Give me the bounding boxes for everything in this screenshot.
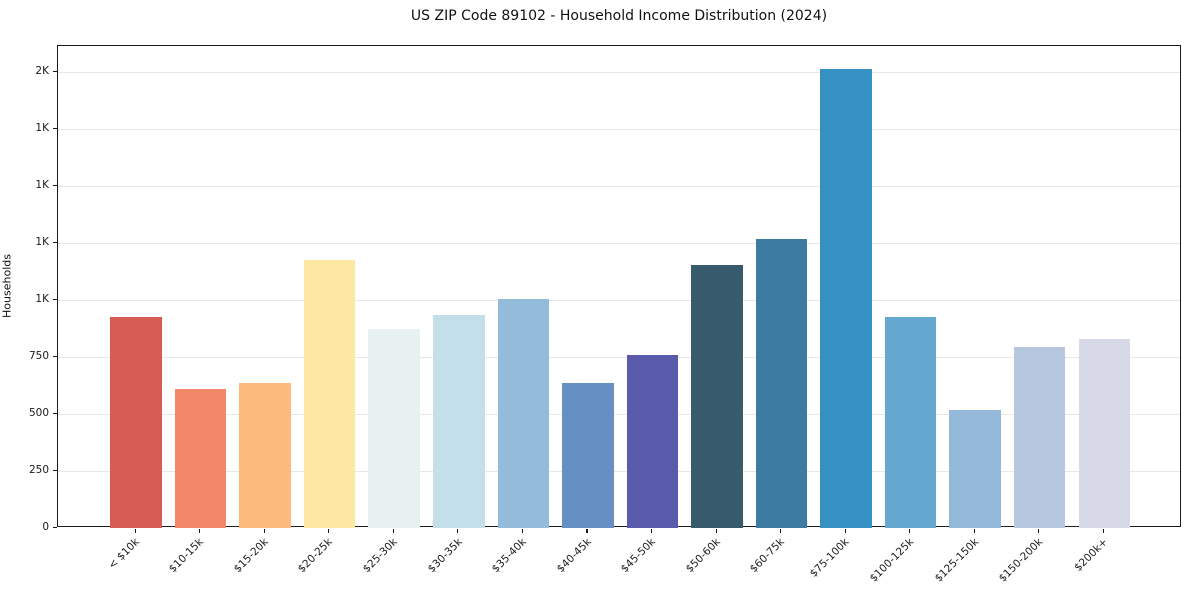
y-tick-label: 250 [28, 464, 49, 477]
y-tick-label: 500 [28, 407, 49, 420]
gridline-y1750 [58, 129, 1180, 131]
x-tick-label: $15-20k [231, 536, 271, 576]
bar-$35-40k [497, 299, 550, 528]
bar-$200k+ [1078, 338, 1131, 528]
gridline-y1500 [58, 186, 1180, 188]
bar-$10-15k [174, 389, 227, 528]
x-tick-mark [521, 528, 523, 533]
y-tick-mark [53, 355, 57, 357]
y-tick-label: 0 [42, 521, 49, 533]
bar-$125-150k [949, 409, 1001, 528]
x-tick-label: $30-35k [425, 536, 465, 576]
y-tick-mark [53, 298, 57, 300]
plot-area [57, 45, 1181, 528]
x-tick-label: $35-40k [489, 536, 529, 576]
y-axis-label: Households [0, 254, 14, 318]
x-tick-mark [134, 528, 136, 533]
bar-$150-200k [1013, 346, 1066, 528]
y-tick-label: 2K [35, 65, 49, 78]
bar-$60-75k [755, 238, 808, 528]
bar-$75-100k [820, 69, 872, 528]
y-tick-mark [53, 526, 57, 528]
x-tick-mark [650, 528, 653, 533]
x-tick-label: $200k+ [1071, 536, 1110, 574]
y-tick-mark [53, 412, 57, 414]
y-tick-label: 750 [28, 350, 49, 363]
x-tick-label: $60-75k [747, 536, 787, 576]
x-tick-mark [973, 528, 975, 533]
y-tick-label: 1K [35, 293, 49, 306]
x-tick-label: $10-15k [167, 536, 207, 576]
gridline-y250 [58, 471, 1180, 473]
bar-$50-60k [691, 264, 743, 528]
x-tick-label: $20-25k [296, 536, 336, 576]
x-tick-mark [1102, 528, 1104, 533]
x-tick-mark [392, 528, 394, 533]
bar-$15-20k [239, 383, 291, 528]
gridline-y1250 [58, 243, 1180, 245]
bar-< $10k [110, 317, 162, 528]
y-tick-mark [53, 469, 57, 471]
x-tick-mark [263, 528, 265, 533]
chart-title: US ZIP Code 89102 - Household Income Dis… [410, 8, 828, 24]
x-tick-label: $25-30k [360, 536, 400, 576]
y-tick-label: 1K [35, 236, 49, 249]
x-tick-label: $75-100k [807, 536, 852, 580]
x-tick-mark [909, 528, 911, 533]
x-tick-label: $50-60k [683, 536, 723, 576]
bar-$20-25k [303, 260, 356, 528]
x-tick-label: $125-150k [932, 536, 981, 585]
x-tick-mark [586, 528, 588, 533]
x-tick-label: $40-45k [554, 536, 594, 576]
x-tick-mark [780, 528, 782, 533]
y-tick-mark [53, 184, 57, 186]
x-tick-label: $45-50k [618, 536, 658, 576]
x-tick-mark [1038, 528, 1040, 533]
x-tick-mark [457, 528, 459, 533]
y-tick-mark [53, 70, 57, 73]
bar-$25-30k [368, 328, 420, 528]
x-tick-mark [715, 528, 717, 533]
bar-$40-45k [562, 383, 614, 528]
y-tick-mark [53, 241, 57, 243]
x-tick-label: $150-200k [996, 536, 1046, 585]
gridline-y2000 [58, 72, 1180, 74]
x-tick-label: < $10k [105, 536, 142, 572]
bar-$100-125k [884, 317, 937, 528]
x-tick-mark [199, 528, 201, 533]
y-tick-label: 1K [35, 122, 49, 135]
gridline-y500 [58, 414, 1180, 416]
x-tick-label: $100-125k [867, 536, 917, 585]
y-tick-mark [53, 127, 57, 130]
bar-$45-50k [626, 354, 679, 528]
gridline-y1000 [58, 300, 1180, 302]
gridline-y750 [58, 357, 1180, 359]
y-tick-label: 1K [35, 179, 49, 192]
x-tick-mark [328, 528, 330, 533]
x-tick-mark [844, 528, 846, 533]
bar-$30-35k [433, 315, 485, 528]
